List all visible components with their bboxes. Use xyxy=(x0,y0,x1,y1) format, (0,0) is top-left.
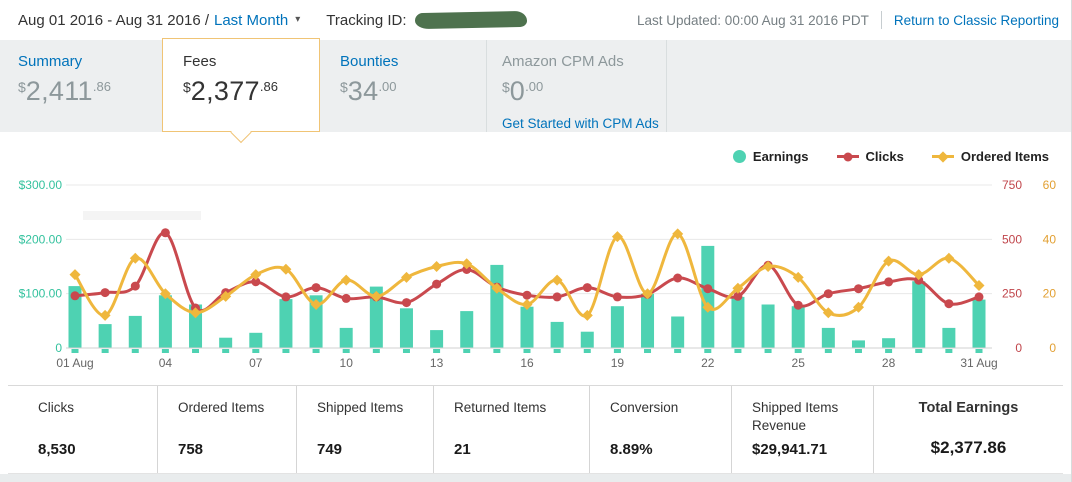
stat-clicks: Clicks 8,530 xyxy=(8,386,157,473)
tab-bounties[interactable]: Bounties $34.00 xyxy=(322,40,486,132)
tab-summary[interactable]: Summary $2,411.86 xyxy=(0,40,162,132)
footer-strip xyxy=(0,474,1071,482)
tab-cpm-ads[interactable]: Amazon CPM Ads $0.00 Get Started with CP… xyxy=(486,40,666,132)
legend-clicks-label: Clicks xyxy=(865,149,904,164)
amount: 2,411 xyxy=(25,76,93,106)
currency-sign: $ xyxy=(18,79,26,95)
svg-text:31 Aug: 31 Aug xyxy=(960,356,997,370)
svg-text:13: 13 xyxy=(430,356,444,370)
legend-earnings-label: Earnings xyxy=(752,149,809,164)
header-bar: Aug 01 2016 - Aug 31 2016 / Last Month ▾… xyxy=(0,0,1071,40)
amount: 2,377 xyxy=(190,76,260,106)
header-right: Last Updated: 00:00 Aug 31 2016 PDT Retu… xyxy=(637,0,1059,40)
stat-total-earnings: Total Earnings $2,377.86 xyxy=(873,386,1063,473)
svg-text:500: 500 xyxy=(1002,232,1022,246)
tracking-id-label: Tracking ID: xyxy=(326,11,407,29)
svg-text:250: 250 xyxy=(1002,287,1022,301)
divider xyxy=(666,40,667,132)
cents: .86 xyxy=(92,79,111,94)
date-range-dropdown[interactable]: Aug 01 2016 - Aug 31 2016 / Last Month ▾ xyxy=(18,12,300,29)
svg-text:750: 750 xyxy=(1002,178,1022,192)
svg-text:28: 28 xyxy=(882,356,896,370)
last-updated-text: Last Updated: 00:00 Aug 31 2016 PDT xyxy=(637,12,869,28)
svg-text:10: 10 xyxy=(340,356,354,370)
currency-sign: $ xyxy=(502,79,510,95)
stat-value: 8,530 xyxy=(38,441,76,458)
tab-fees-label[interactable]: Fees xyxy=(183,53,217,70)
svg-text:16: 16 xyxy=(520,356,534,370)
svg-text:$300.00: $300.00 xyxy=(19,178,63,192)
legend-ordered-items-label: Ordered Items xyxy=(960,149,1049,164)
earnings-chart-card: Earnings Clicks Ordered Items $300.00 750… xyxy=(0,132,1071,385)
stat-value: 8.89% xyxy=(610,441,653,458)
cents: .00 xyxy=(525,79,544,94)
svg-text:40: 40 xyxy=(1043,232,1057,246)
stat-shipped-items: Shipped Items 749 xyxy=(296,386,433,473)
svg-text:0: 0 xyxy=(1049,341,1056,355)
stat-value: $2,377.86 xyxy=(930,438,1007,457)
tab-summary-label[interactable]: Summary xyxy=(18,53,83,70)
clicks-marker-icon xyxy=(836,152,859,161)
chart-legend: Earnings Clicks Ordered Items xyxy=(732,149,1049,164)
tab-bounties-value: $34.00 xyxy=(340,76,486,107)
stat-value: 758 xyxy=(178,441,204,458)
legend-ordered-items[interactable]: Ordered Items xyxy=(931,149,1049,164)
tab-fees-selected[interactable]: Fees $2,377.86 xyxy=(162,38,320,143)
chevron-down-icon[interactable]: ▾ xyxy=(295,14,301,25)
tab-bounties-label[interactable]: Bounties xyxy=(340,53,399,70)
divider xyxy=(880,11,882,29)
stat-value: 21 xyxy=(454,441,471,458)
tracking-id-redaction xyxy=(414,10,527,30)
stat-conversion: Conversion 8.89% xyxy=(589,386,731,473)
svg-text:07: 07 xyxy=(249,356,263,370)
svg-text:22: 22 xyxy=(701,356,715,370)
date-range-text: Aug 01 2016 - Aug 31 2016 / xyxy=(18,11,209,29)
stat-label: Shipped Items xyxy=(317,400,404,415)
header-left: Aug 01 2016 - Aug 31 2016 / Last Month ▾… xyxy=(18,0,527,40)
legend-earnings[interactable]: Earnings xyxy=(732,149,809,164)
stat-value: $29,941.71 xyxy=(752,441,828,458)
stat-label: Returned Items xyxy=(454,400,547,415)
earnings-tab-strip: Summary $2,411.86 Bounties $34.00 Amazon… xyxy=(0,38,1071,143)
period-label[interactable]: Last Month xyxy=(214,11,289,29)
stat-shipped-items-revenue: Shipped Items Revenue $29,941.71 xyxy=(731,386,873,473)
svg-text:0: 0 xyxy=(55,341,62,355)
svg-text:0: 0 xyxy=(1015,341,1022,355)
stat-returned-items: Returned Items 21 xyxy=(433,386,589,473)
tab-cpm-label: Amazon CPM Ads xyxy=(502,53,624,70)
cents: .86 xyxy=(259,79,278,94)
stat-value: 749 xyxy=(317,441,343,458)
totals-table: Clicks 8,530 Ordered Items 758 Shipped I… xyxy=(8,385,1063,474)
svg-text:$200.00: $200.00 xyxy=(19,232,63,246)
earnings-marker-icon xyxy=(732,150,746,163)
stat-label: Total Earnings xyxy=(918,400,1019,416)
svg-text:25: 25 xyxy=(792,356,806,370)
currency-sign: $ xyxy=(183,79,191,95)
stat-label: Clicks xyxy=(38,400,74,415)
stat-label: Shipped Items Revenue xyxy=(752,400,839,434)
tab-summary-value: $2,411.86 xyxy=(18,76,162,107)
amount: 34 xyxy=(347,76,379,106)
stat-ordered-items: Ordered Items 758 xyxy=(157,386,296,473)
legend-clicks[interactable]: Clicks xyxy=(836,149,904,164)
amount: 0 xyxy=(509,76,526,106)
currency-sign: $ xyxy=(340,79,348,95)
tab-fees-value: $2,377.86 xyxy=(183,76,319,107)
cents: .00 xyxy=(378,79,397,94)
return-to-classic-link[interactable]: Return to Classic Reporting xyxy=(893,12,1059,28)
svg-text:20: 20 xyxy=(1043,287,1057,301)
svg-text:19: 19 xyxy=(611,356,625,370)
chart-svg[interactable]: $300.00 750 60$200.00 500 40$100.00 250 200 0 00… xyxy=(0,145,1072,385)
stat-label: Ordered Items xyxy=(178,400,265,415)
cpm-get-started-link[interactable]: Get Started with CPM Ads xyxy=(502,116,659,131)
svg-text:01 Aug: 01 Aug xyxy=(56,356,93,370)
svg-text:04: 04 xyxy=(159,356,173,370)
ordered-items-marker-icon xyxy=(931,150,954,163)
svg-text:$100.00: $100.00 xyxy=(19,287,63,301)
svg-text:60: 60 xyxy=(1043,178,1057,192)
tab-cpm-value: $0.00 xyxy=(502,76,666,107)
stat-label: Conversion xyxy=(610,400,679,415)
